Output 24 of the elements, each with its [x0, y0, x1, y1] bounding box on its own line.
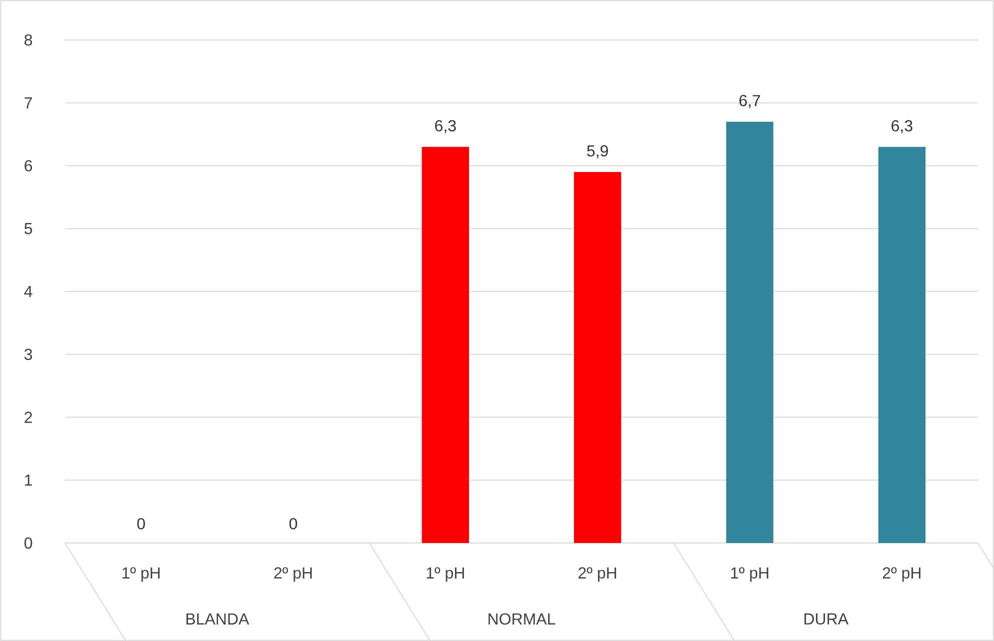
y-tick-label: 0 — [24, 537, 32, 549]
y-tick-label: 4 — [24, 286, 32, 297]
y-tick-label: 3 — [24, 348, 32, 360]
x-tick-label: 2º pH — [274, 567, 312, 582]
data-label: 0 — [289, 518, 298, 530]
text: BLANDA — [186, 613, 250, 624]
x-tick-label: 2º pH — [882, 567, 920, 582]
y-tick-label: 8 — [24, 34, 32, 46]
x-tick-label: 1º pH — [122, 567, 160, 582]
x-tick-label: 1º pH — [731, 567, 768, 582]
text: DURA — [804, 613, 848, 625]
y-tick-label: 1 — [25, 474, 32, 486]
data-label: 6,3 — [892, 120, 912, 134]
y-tick-label: 5 — [24, 223, 32, 234]
data-label: 5,9 — [587, 145, 608, 158]
data-label: 6,3 — [435, 120, 456, 134]
data-label: 6,7 — [739, 94, 760, 108]
y-tick-label: 2 — [24, 412, 32, 423]
y-tick-label: 7 — [24, 97, 32, 108]
text: NORMAL — [488, 613, 556, 625]
data-label: 0 — [137, 518, 145, 530]
x-tick-label: 2º pH — [578, 567, 616, 582]
x-tick-label: 1º pH — [426, 567, 464, 582]
y-tick-label: 6 — [24, 160, 32, 172]
